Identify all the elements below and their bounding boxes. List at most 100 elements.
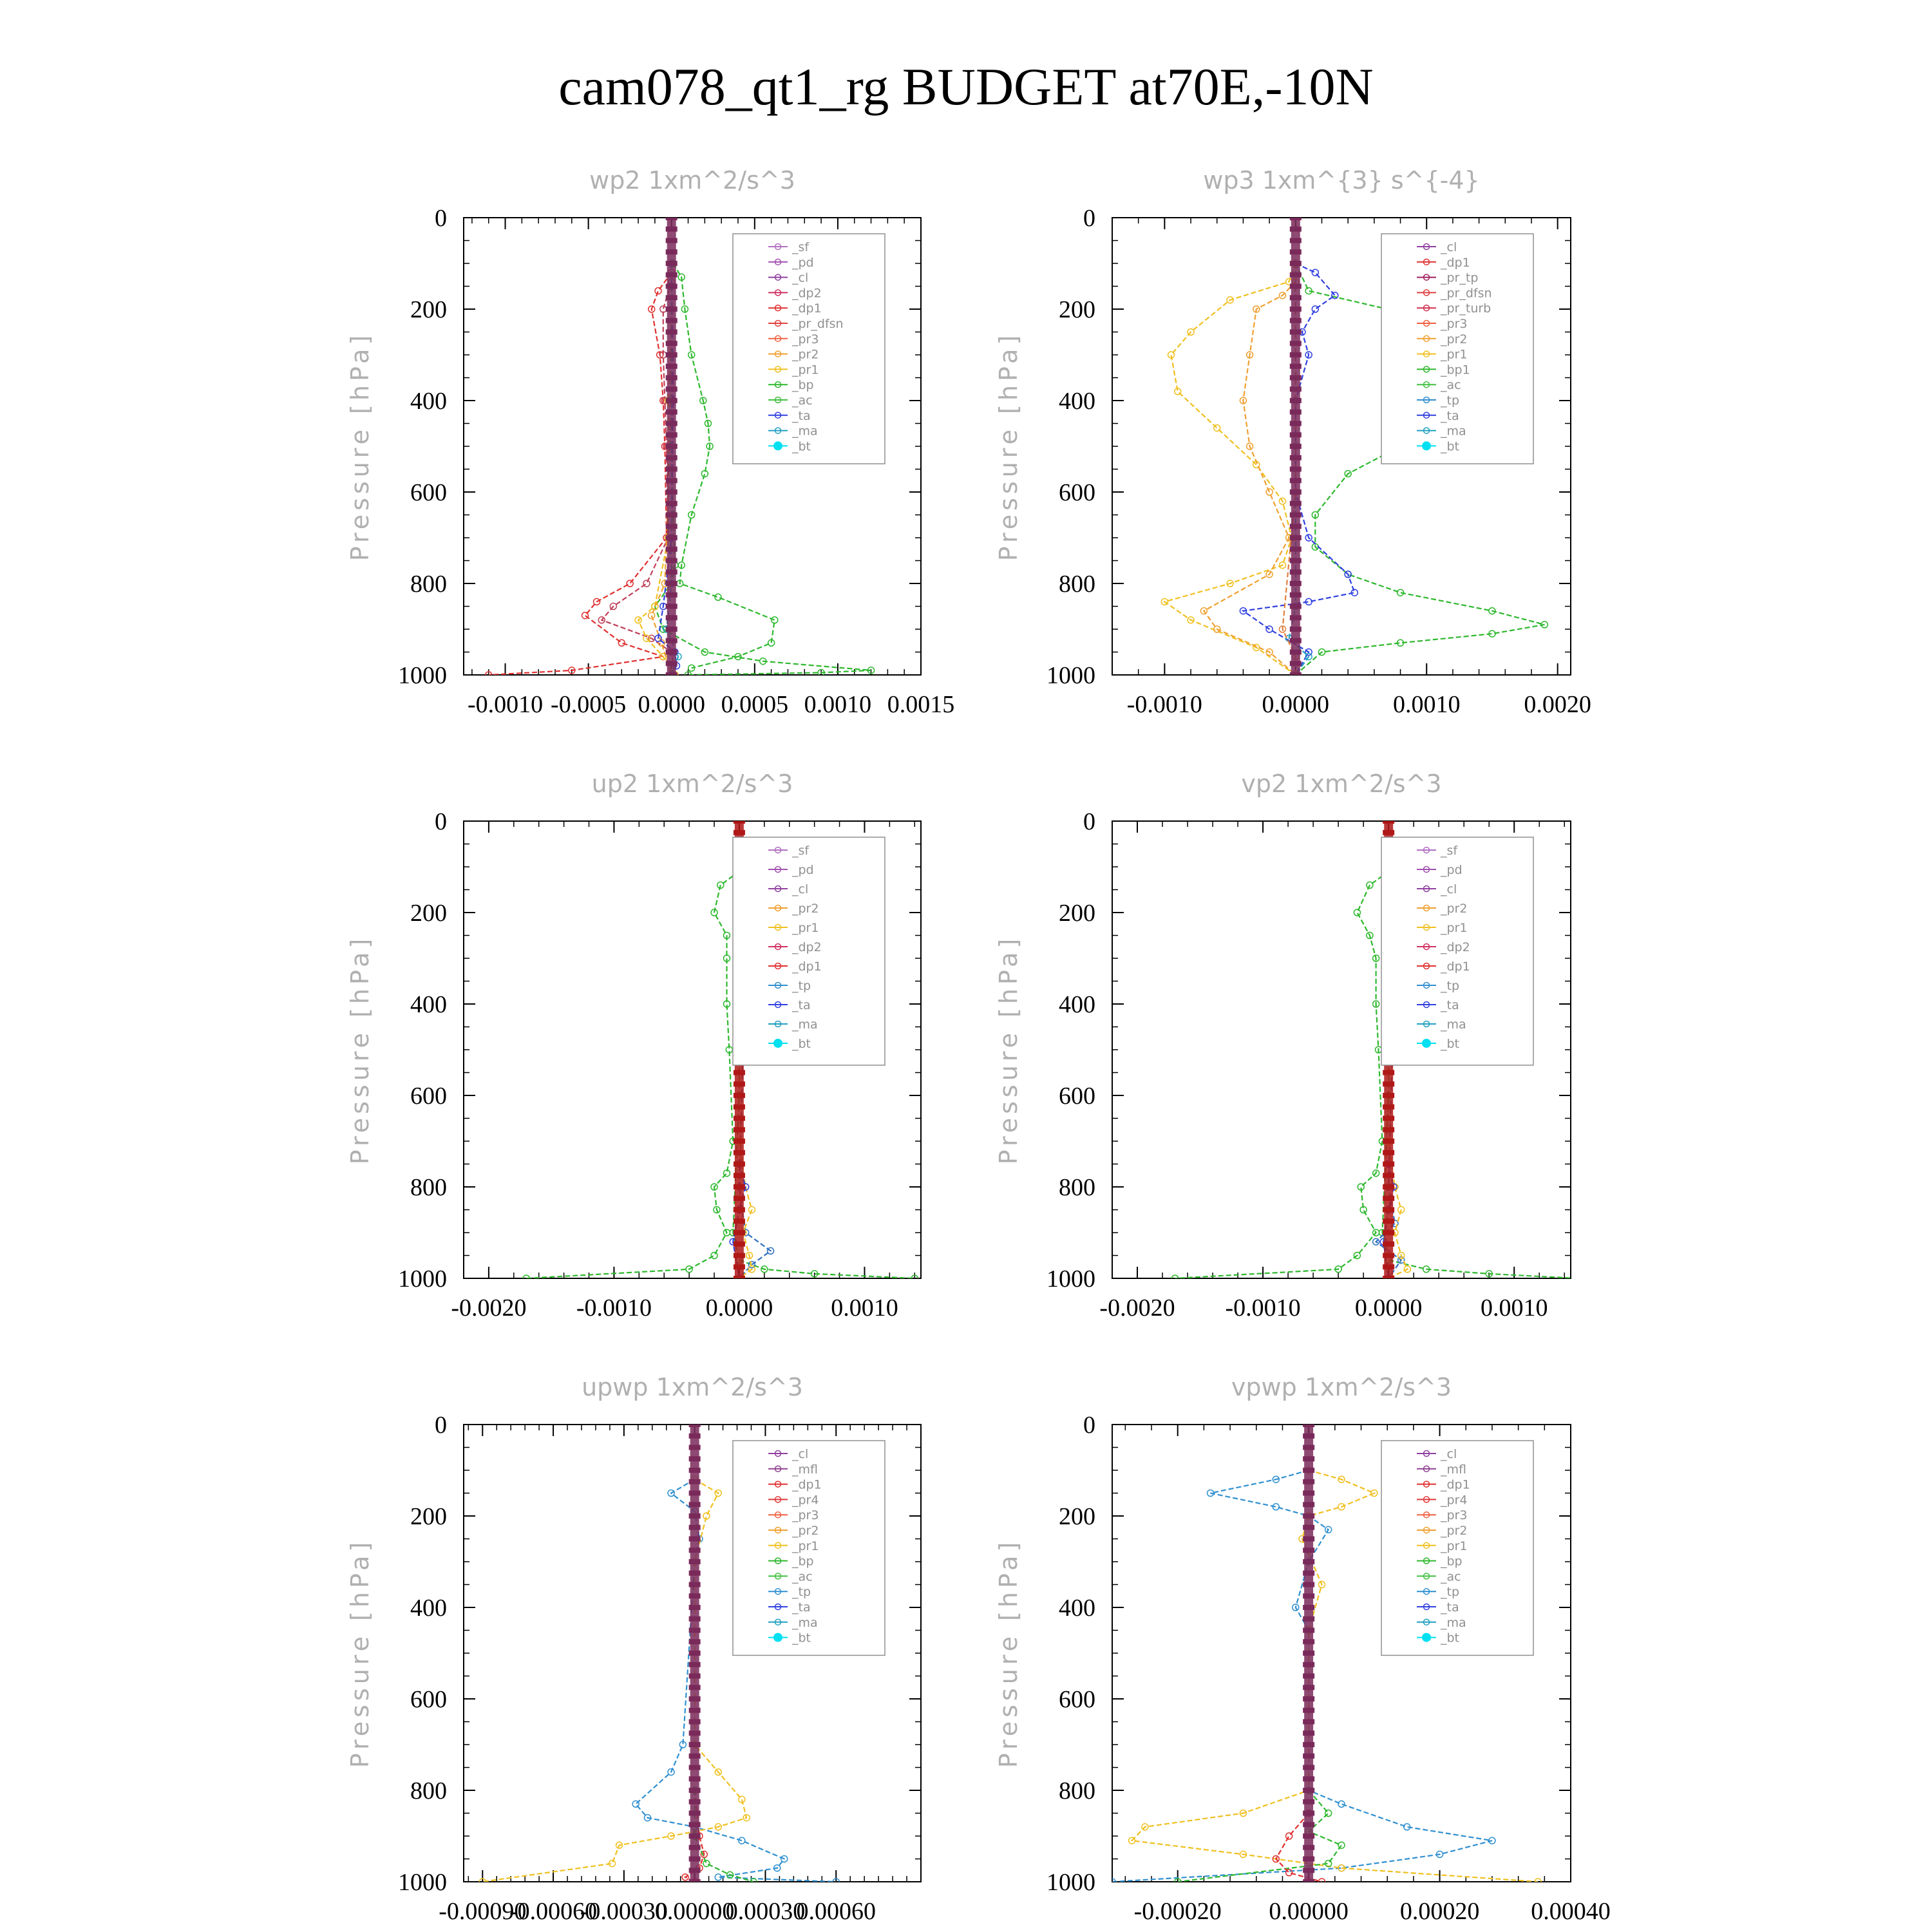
y-axis-label: Pressure [hPa] [346, 935, 374, 1165]
data-point [1303, 1490, 1315, 1496]
legend-marker [774, 396, 782, 404]
legend-label: _ma [791, 424, 818, 439]
data-point [1311, 305, 1320, 313]
data-point [1265, 571, 1273, 578]
chart-panel-3: up2 1xm^2/s^3 Pressure [hPa] 0 200 400 600 800… [346, 770, 922, 1321]
y-tick-label: 1000 [1046, 1265, 1095, 1293]
data-point [687, 351, 696, 359]
legend-label: _bt [1440, 1631, 1459, 1645]
data-point [1289, 581, 1302, 586]
y-tick-label: 800 [1059, 1777, 1095, 1804]
panel-title: wp2 1xm^2/s^3 [589, 166, 795, 194]
data-point [665, 421, 677, 426]
legend-marker [774, 1481, 782, 1488]
legend-label: _pr2 [1440, 1524, 1467, 1538]
legend-label: _tp [1440, 979, 1459, 993]
legend-marker [773, 1633, 782, 1642]
data-point [1303, 1868, 1315, 1873]
data-point [1303, 1444, 1315, 1450]
legend-marker [1423, 1496, 1430, 1503]
legend-marker [774, 1587, 782, 1595]
x-tick-label: -0.0020 [1099, 1294, 1175, 1321]
data-point [688, 1753, 701, 1759]
legend-label: _pr2 [791, 1524, 819, 1538]
legend-marker [774, 1573, 782, 1580]
data-point [688, 1605, 701, 1610]
data-point [1289, 295, 1302, 301]
data-point [710, 1251, 718, 1260]
data-point [1485, 1270, 1493, 1278]
data-point [810, 1270, 819, 1278]
data-point [867, 667, 875, 674]
data-point [1289, 432, 1302, 438]
data-point [688, 1456, 701, 1462]
x-tick-label: 0.0005 [721, 691, 789, 718]
data-point [1534, 1878, 1542, 1882]
data-point [748, 1260, 756, 1269]
data-point [665, 238, 677, 243]
data-point [1265, 625, 1273, 633]
legend-label: _ta [791, 1600, 811, 1615]
data-point [592, 598, 601, 606]
legend-label: _cl [1440, 882, 1457, 896]
legend-marker [1423, 1020, 1430, 1028]
data-point [1292, 1604, 1300, 1611]
legend-box [732, 1440, 886, 1656]
legend-label: _pr1 [791, 1539, 819, 1553]
y-tick-label: 0 [1083, 808, 1095, 835]
data-point [618, 639, 626, 647]
data-point [654, 287, 662, 295]
legend-marker [774, 335, 782, 343]
legend-marker [774, 1496, 782, 1503]
data-point [1383, 1207, 1395, 1213]
y-tick-label: 0 [1083, 1412, 1095, 1439]
data-layer [484, 218, 875, 675]
legend: _cl _dp1_pr_tp_pr_dfsn_pr_turb_pr3_pr2 _pr… [1381, 233, 1534, 464]
legend-marker [774, 962, 782, 970]
y-tick-label: 800 [1059, 1174, 1095, 1201]
legend-marker [774, 1001, 782, 1009]
data-point [1305, 652, 1312, 661]
data-point [1303, 1513, 1315, 1519]
legend-label: _cl [791, 882, 808, 896]
data-point [647, 305, 656, 313]
data-point [1171, 1274, 1179, 1278]
series-line-dp2 [600, 281, 676, 675]
data-point [1303, 1776, 1315, 1782]
legend-marker [773, 441, 782, 451]
data-point [1383, 1139, 1395, 1144]
legend: _sf _pd _cl _pr2 _pr1 _dp2 _dp1 _tp _ta _ma _bt [1381, 837, 1534, 1066]
data-point [1303, 1605, 1315, 1610]
data-point [733, 1218, 745, 1224]
data-point [1289, 226, 1302, 232]
data-point [522, 1274, 531, 1278]
data-point [733, 1161, 745, 1167]
data-point [1488, 607, 1496, 615]
data-point [766, 1247, 775, 1255]
legend-label: _tp [791, 1585, 811, 1599]
legend-marker [774, 381, 782, 388]
data-point [1422, 1265, 1430, 1273]
data-point [1173, 388, 1182, 395]
data-point [1357, 1183, 1365, 1191]
data-point [733, 1093, 745, 1098]
data-point [688, 1651, 701, 1656]
y-tick-label: 400 [410, 991, 447, 1018]
data-point [688, 1582, 701, 1587]
data-point [817, 668, 825, 675]
data-point [478, 1878, 487, 1882]
data-point [703, 1512, 710, 1520]
legend-label: _pr1 [1440, 921, 1467, 935]
data-point [1303, 1627, 1315, 1633]
legend: _cl_mfl_dp1_pr4_pr3_pr2_pr1_bp_ac_tp_ta_… [732, 1440, 886, 1656]
x-tick-label: -0.0010 [1127, 691, 1202, 718]
y-tick-label: 1000 [398, 1265, 447, 1293]
data-point [609, 602, 618, 611]
data-point [1141, 1823, 1149, 1831]
y-tick-label: 200 [410, 900, 447, 927]
data-point [733, 1207, 745, 1213]
data-point [723, 1000, 731, 1008]
legend-marker [1423, 904, 1430, 912]
legend-label: _pr_dfsn [791, 317, 844, 331]
data-point [1289, 398, 1302, 403]
